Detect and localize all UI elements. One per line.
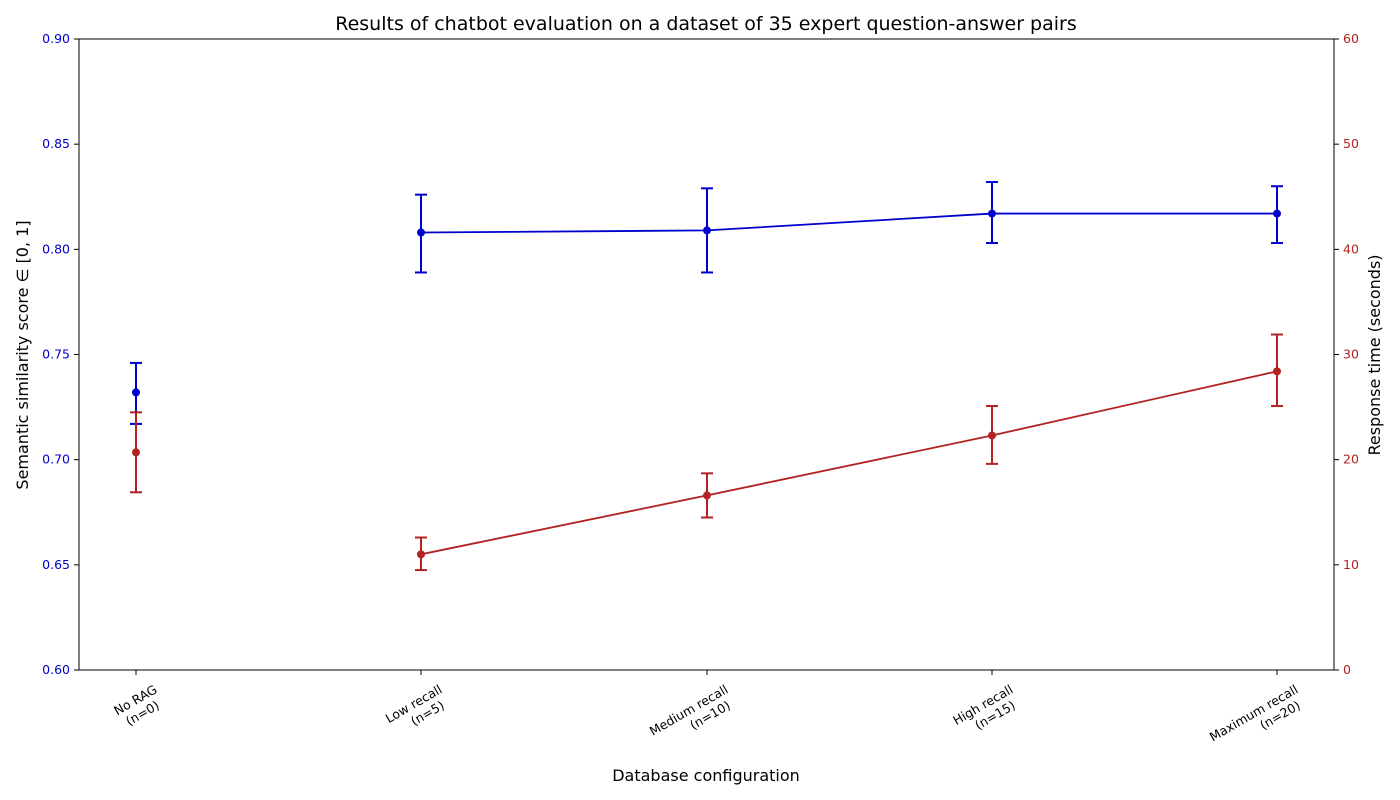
response-time-point — [417, 550, 425, 559]
similarity-line — [420, 212, 1277, 234]
left-axis-tick-label: 0.85 — [42, 136, 70, 151]
left-axis-tick-label: 0.65 — [42, 557, 70, 572]
similarity-point — [988, 209, 996, 218]
left-axis-tick-label: 0.80 — [42, 241, 70, 256]
right-axis-tick-label: 30 — [1343, 347, 1359, 362]
x-axis-tick-label: Medium recall(n=10) — [647, 682, 738, 752]
right-axis-tick-label: 50 — [1343, 136, 1359, 151]
right-axis-tick-label: 0 — [1343, 662, 1351, 677]
left-axis-tick-label: 0.60 — [42, 662, 70, 677]
right-axis-tick-label: 10 — [1343, 557, 1359, 572]
response-time-point — [132, 448, 140, 457]
similarity-point — [417, 228, 425, 237]
plot-frame — [78, 38, 1335, 671]
response-time-point — [1273, 367, 1281, 376]
x-axis-tick-label: Maximum recall(n=20) — [1207, 682, 1308, 758]
right-axis-tick-label: 40 — [1343, 241, 1359, 256]
similarity-point — [132, 388, 140, 397]
response-time-point — [703, 491, 711, 500]
response-time-line — [420, 370, 1278, 556]
left-axis-tick-label: 0.70 — [42, 452, 70, 467]
x-axis-title: Database configuration — [612, 766, 800, 785]
x-axis-tick-label: No RAG(n=0) — [111, 682, 167, 732]
x-axis-tick-label: High recall(n=15) — [950, 682, 1023, 741]
x-axis-tick-label: Low recall(n=5) — [383, 682, 452, 739]
left-axis-tick-label: 0.75 — [42, 347, 70, 362]
left-axis-title: Semantic similarity score ∈ [0, 1] — [13, 220, 32, 489]
right-axis-title: Response time (seconds) — [1365, 254, 1384, 455]
left-axis-tick-label: 0.90 — [42, 31, 70, 46]
right-axis-tick-label: 20 — [1343, 452, 1359, 467]
response-time-point — [988, 431, 996, 440]
right-axis-tick-label: 60 — [1343, 31, 1359, 46]
similarity-point — [703, 226, 711, 235]
chart-title: Results of chatbot evaluation on a datas… — [335, 13, 1077, 35]
similarity-point — [1273, 209, 1281, 218]
